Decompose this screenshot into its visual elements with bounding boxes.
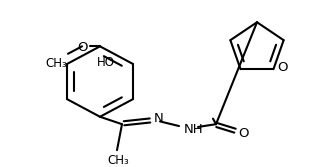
Text: O: O — [78, 41, 88, 54]
Text: N: N — [154, 112, 164, 125]
Text: CH₃: CH₃ — [107, 154, 129, 167]
Text: HO: HO — [97, 56, 115, 69]
Text: O: O — [278, 61, 288, 74]
Text: O: O — [238, 127, 249, 140]
Text: NH: NH — [184, 123, 204, 136]
Text: CH₃: CH₃ — [45, 57, 67, 69]
